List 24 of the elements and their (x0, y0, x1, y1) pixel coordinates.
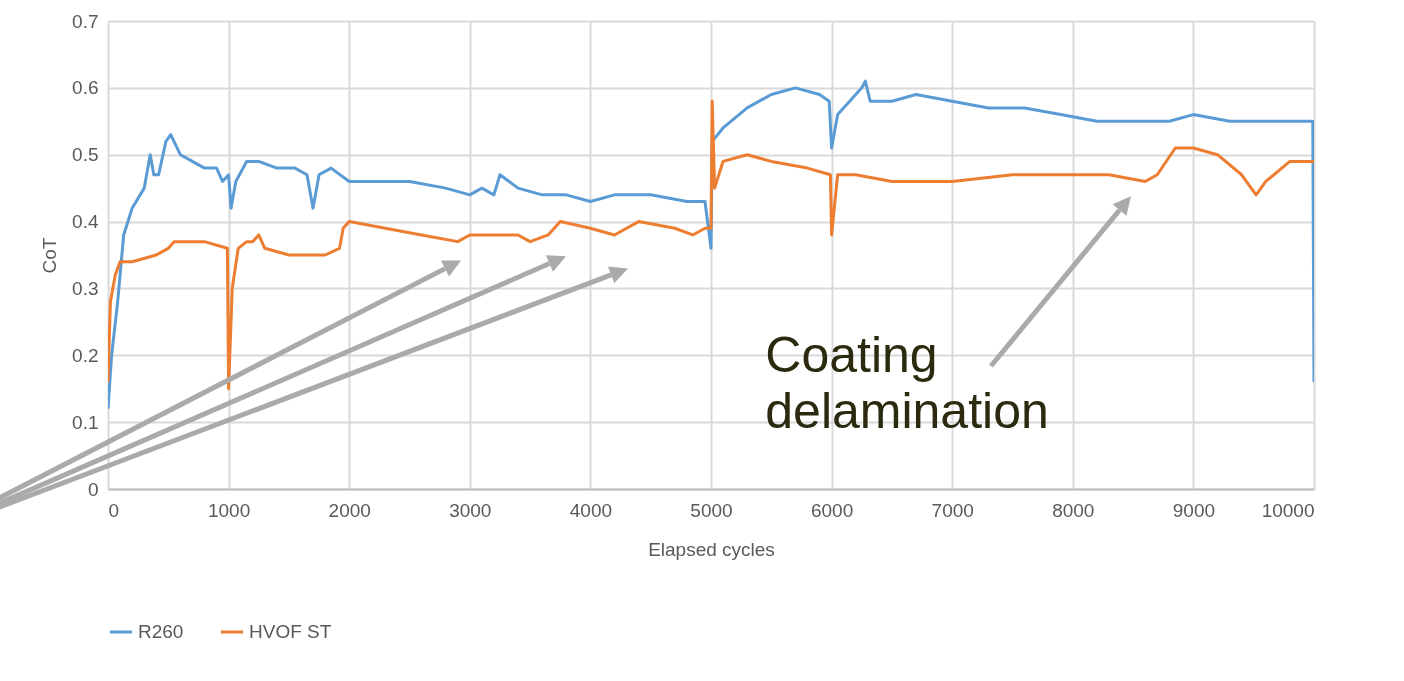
y-tick-label: 0.4 (72, 211, 99, 233)
x-tick-label: 1000 (207, 499, 251, 521)
y-tick-label: 0.7 (72, 10, 99, 32)
x-axis-title: Elapsed cycles (648, 538, 775, 560)
x-tick-label: 7000 (931, 499, 974, 521)
legend-label: R260 (138, 621, 184, 642)
x-tick-label: 10000 (1261, 499, 1315, 521)
legend-label: HVOF ST (249, 621, 332, 642)
x-tick-label: 2000 (328, 499, 371, 521)
y-tick-label: 0.1 (72, 411, 99, 433)
x-tick-label: 6000 (810, 499, 854, 521)
annotation: Coating delamination (765, 326, 1049, 439)
x-tick-label: 3000 (449, 499, 492, 521)
x-tick-label: 0 (108, 499, 120, 521)
x-tick-label: 8000 (1052, 499, 1095, 521)
y-tick-label: 0.3 (72, 277, 99, 299)
x-tick-label: 9000 (1172, 499, 1216, 521)
y-tick-label: 0.6 (72, 77, 99, 99)
y-tick-label: 0.2 (72, 344, 99, 366)
y-tick-label: 0 (87, 478, 99, 500)
y-axis-title: CoT (39, 237, 61, 274)
y-tick-label: 0.5 (72, 144, 99, 166)
x-tick-label: 5000 (690, 499, 733, 521)
x-tick-label: 4000 (569, 499, 613, 521)
